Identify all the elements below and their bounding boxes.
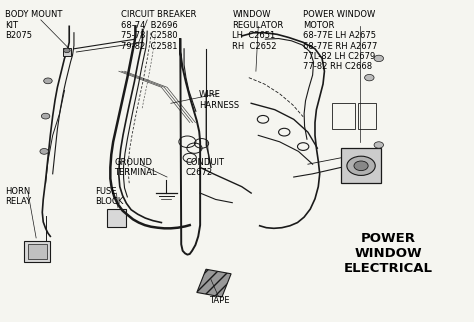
Text: WINDOW
REGULATOR
LH  C2651
RH  C2652: WINDOW REGULATOR LH C2651 RH C2652 xyxy=(232,10,283,51)
Bar xyxy=(63,48,71,56)
Circle shape xyxy=(64,48,70,52)
Circle shape xyxy=(365,74,374,81)
Circle shape xyxy=(40,148,48,154)
Circle shape xyxy=(354,161,368,171)
Bar xyxy=(341,148,381,184)
Text: CONDUIT
C2672: CONDUIT C2672 xyxy=(185,158,224,177)
Text: WIRE
HARNESS: WIRE HARNESS xyxy=(199,90,239,110)
Bar xyxy=(331,103,355,129)
Text: GROUND
TERMINAL: GROUND TERMINAL xyxy=(114,158,157,177)
Text: POWER WINDOW
MOTOR
68-77E LH A2675
68-77E RH A2677
77L-82 LH C2679
77-82 RH C266: POWER WINDOW MOTOR 68-77E LH A2675 68-77… xyxy=(303,10,377,71)
Circle shape xyxy=(41,113,50,119)
Bar xyxy=(197,269,231,297)
Circle shape xyxy=(374,55,383,62)
Bar xyxy=(24,241,50,262)
Bar xyxy=(357,103,376,129)
Bar xyxy=(28,244,46,260)
Circle shape xyxy=(347,156,375,175)
Text: POWER
WINDOW
ELECTRICAL: POWER WINDOW ELECTRICAL xyxy=(344,232,433,275)
Circle shape xyxy=(44,78,52,84)
Text: BODY MOUNT
KIT
B2075: BODY MOUNT KIT B2075 xyxy=(5,10,63,40)
Text: TAPE: TAPE xyxy=(209,296,229,305)
Text: FUSE
BLOCK: FUSE BLOCK xyxy=(95,187,123,206)
Text: CIRCUIT BREAKER
68-74  B2696
75-78  C2580
79-82  C2581: CIRCUIT BREAKER 68-74 B2696 75-78 C2580 … xyxy=(121,10,197,51)
Circle shape xyxy=(374,142,383,148)
Text: HORN
RELAY: HORN RELAY xyxy=(5,187,32,206)
Bar xyxy=(107,209,126,227)
